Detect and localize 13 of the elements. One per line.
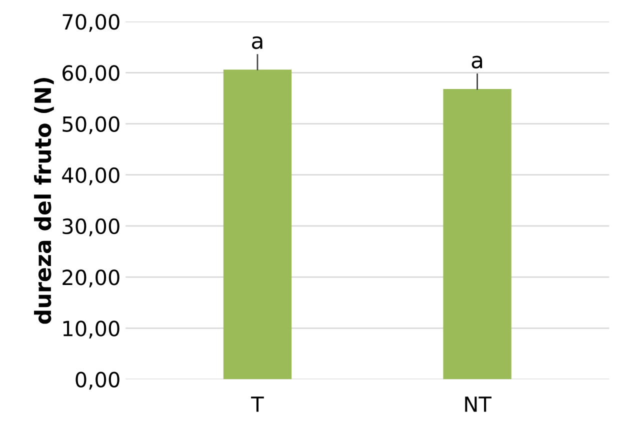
y-axis-title: dureza del fruto (N) [34, 78, 54, 324]
y-tick-label: 30,00 [62, 218, 120, 236]
x-tick-label: NT [465, 396, 492, 412]
y-tick-label: 10,00 [63, 320, 120, 339]
y-tick-label: 60,00 [62, 65, 120, 83]
y-tick-label: 20,00 [62, 270, 120, 288]
y-tick-label: 0,00 [76, 372, 120, 390]
y-tick-label: 70,00 [62, 14, 120, 32]
annotation: a [472, 56, 482, 68]
y-tick-label: 40,00 [62, 167, 120, 186]
y-tick-label: 50,00 [62, 116, 120, 134]
annotation: a [252, 36, 262, 50]
x-tick-label: T [251, 396, 264, 412]
